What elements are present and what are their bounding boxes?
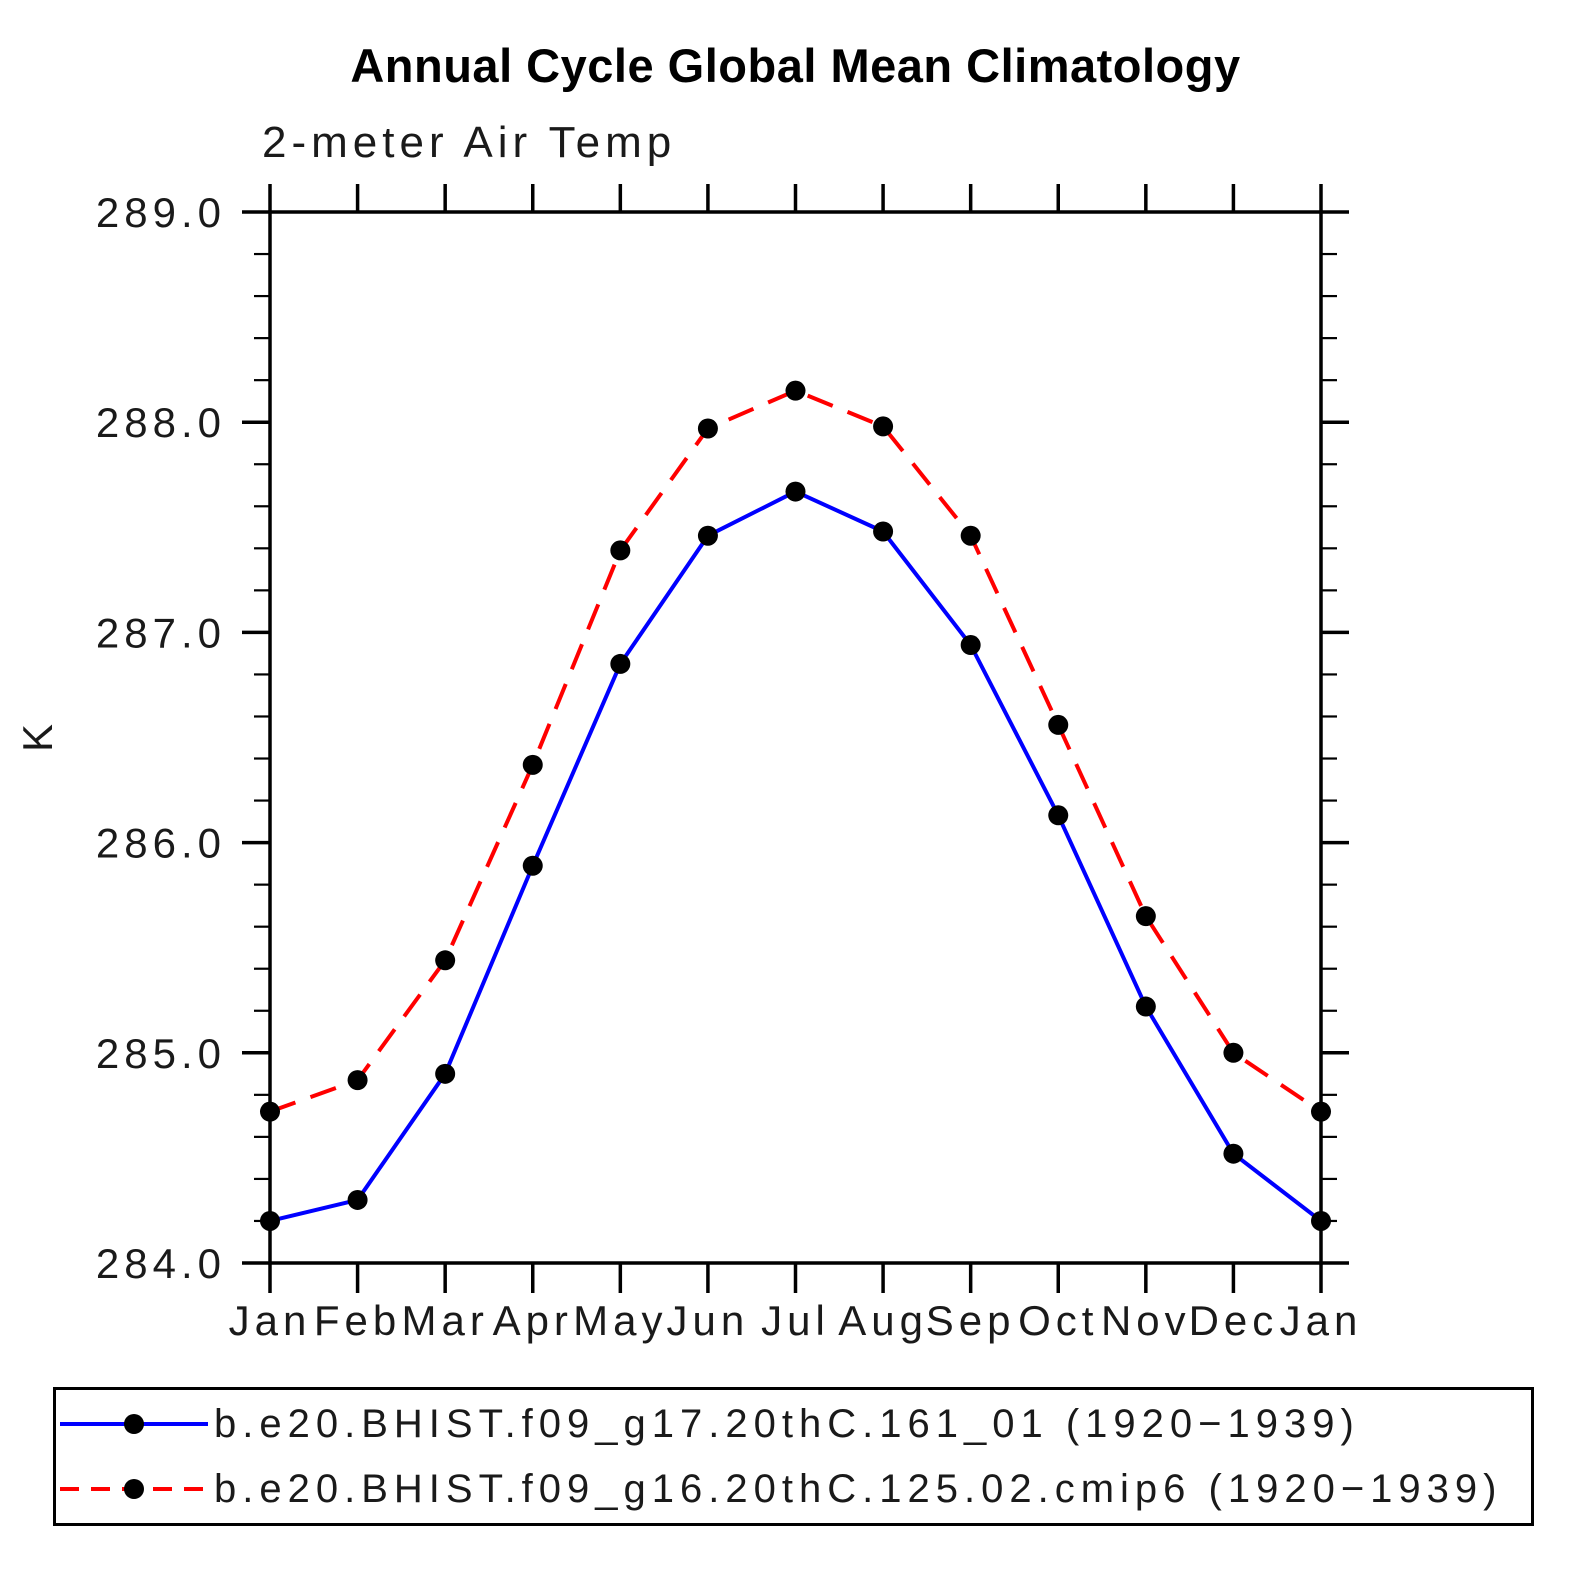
legend-label-series-0: b.e20.BHIST.f09_g17.20thC.161_01 (1920−1…: [214, 1401, 1360, 1446]
data-point-marker-0-0: [260, 1210, 280, 1231]
x-tick-label: Feb: [314, 1297, 401, 1344]
x-tick-label: Jan: [1280, 1297, 1363, 1344]
x-tick-label: Jun: [667, 1297, 750, 1344]
x-tick-label: Apr: [493, 1297, 573, 1344]
x-tick-label: Jan: [229, 1297, 312, 1344]
legend-sample-marker-1: [124, 1479, 144, 1499]
y-tick-label: 286.0: [96, 820, 226, 867]
x-tick-label: Aug: [838, 1297, 928, 1344]
y-tick-label: 289.0: [96, 189, 226, 236]
data-point-marker-0-1: [347, 1189, 368, 1210]
x-tick-label: Mar: [401, 1297, 488, 1344]
data-point-marker-0-8: [960, 635, 981, 656]
chart-subtitle: 2-meter Air Temp: [262, 118, 677, 167]
x-tick-label: Oct: [1018, 1297, 1098, 1344]
data-point-marker-1-4: [610, 540, 631, 561]
data-point-marker-1-10: [1135, 906, 1156, 927]
data-point-marker-1-0: [260, 1101, 280, 1122]
data-point-marker-1-3: [522, 754, 543, 775]
y-tick-label: 287.0: [96, 609, 226, 656]
legend-item-series-0: b.e20.BHIST.f09_g17.20thC.161_01 (1920−1…: [56, 1393, 1531, 1455]
y-tick-label: 284.0: [96, 1240, 226, 1287]
y-tick-label: 288.0: [96, 399, 226, 446]
data-point-marker-1-5: [697, 418, 718, 439]
data-point-marker-0-2: [435, 1063, 456, 1084]
x-tick-label: Nov: [1101, 1297, 1191, 1344]
data-point-marker-1-7: [873, 416, 894, 437]
legend-line-sample-solid: [60, 1414, 208, 1434]
legend-label-series-1: b.e20.BHIST.f09_g16.20thC.125.02.cmip6 (…: [214, 1466, 1503, 1511]
data-point-marker-1-9: [1048, 714, 1069, 735]
y-tick-label: 285.0: [96, 1030, 226, 1077]
data-point-marker-1-1: [347, 1070, 368, 1091]
data-point-marker-1-11: [1223, 1042, 1244, 1063]
series-line-0: [269, 489, 1323, 1223]
x-tick-label: Sep: [926, 1297, 1016, 1344]
chart-title: Annual Cycle Global Mean Climatology: [350, 39, 1241, 92]
x-tick-label: May: [573, 1297, 667, 1344]
data-point-marker-0-9: [1048, 805, 1069, 826]
x-tick-label: Jul: [761, 1297, 830, 1344]
data-point-marker-0-4: [610, 653, 631, 674]
legend-item-series-1: b.e20.BHIST.f09_g16.20thC.125.02.cmip6 (…: [56, 1458, 1531, 1520]
data-point-marker-0-3: [522, 855, 543, 876]
x-tick-label: Dec: [1189, 1297, 1279, 1344]
plot-frame: [268, 210, 1323, 1265]
data-point-marker-0-10: [1135, 996, 1156, 1017]
data-point-marker-0-11: [1223, 1143, 1244, 1164]
data-point-marker-1-2: [435, 950, 456, 971]
legend-box: b.e20.BHIST.f09_g17.20thC.161_01 (1920−1…: [53, 1387, 1534, 1526]
data-point-marker-0-6: [785, 481, 806, 502]
data-point-marker-1-12: [1311, 1101, 1331, 1122]
data-point-marker-1-8: [960, 525, 981, 546]
data-point-marker-0-5: [697, 525, 718, 546]
legend-sample-marker-0: [124, 1414, 144, 1434]
data-point-marker-1-6: [785, 380, 806, 401]
legend-line-sample-dashed: [60, 1479, 208, 1499]
data-point-marker-0-12: [1311, 1210, 1331, 1231]
data-point-marker-0-7: [873, 521, 894, 542]
